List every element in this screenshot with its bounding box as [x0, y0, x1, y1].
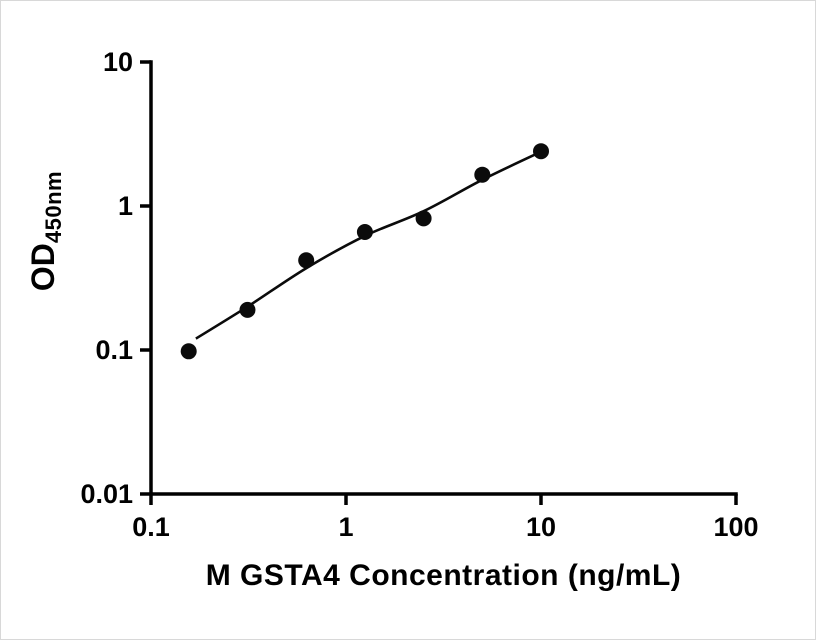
data-point [239, 301, 256, 318]
x-axis-label: M GSTA4 Concentration (ng/mL) [205, 559, 682, 592]
x-tick-label: 0.1 [132, 512, 170, 542]
y-axis-label: OD450nm [21, 71, 66, 391]
data-point [415, 210, 432, 227]
data-point [356, 224, 373, 240]
x-tick-label: 100 [713, 512, 758, 542]
data-point [298, 252, 315, 269]
y-axis-label-main: OD [25, 243, 61, 292]
data-point [533, 143, 549, 160]
data-point [474, 166, 491, 183]
axes-frame [149, 60, 738, 496]
y-axis-label-subscript: 450nm [41, 170, 66, 244]
y-tick-label: 0.1 [95, 335, 133, 365]
x-tick-label: 1 [338, 512, 353, 542]
y-tick-label: 0.01 [80, 479, 133, 509]
data-point [180, 343, 197, 360]
x-tick-label: 10 [526, 512, 556, 542]
y-tick-label: 1 [118, 191, 133, 221]
y-tick-label: 10 [103, 47, 133, 77]
